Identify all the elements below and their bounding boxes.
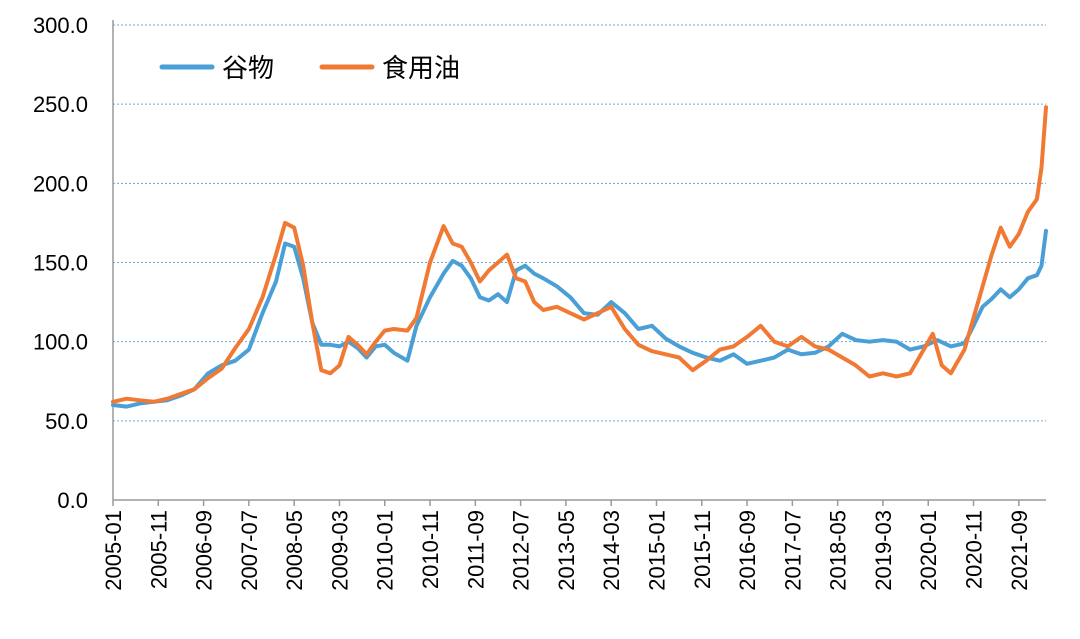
y-tick-label: 100.0 [33,330,88,355]
legend-label-grain: 谷物 [222,54,274,84]
x-tick-label: 2020-11 [962,510,987,589]
x-tick-label: 2015-01 [644,510,669,591]
axes [112,20,1046,506]
x-tick-label: 2006-09 [192,510,217,591]
x-tick-label: 2015-11 [690,510,715,589]
x-tick-label: 2013-05 [554,510,579,591]
x-tick-label: 2018-05 [826,510,851,591]
y-tick-label: 150.0 [33,251,88,276]
x-tick-label: 2017-07 [780,510,805,591]
x-tick-label: 2019-03 [871,510,896,591]
y-tick-label: 300.0 [33,13,88,38]
x-tick-labels: 2005-01 2005-11 2006-09 2007-07 2008-05 2009-… [101,510,1032,591]
x-tick-label: 2007-07 [237,510,262,591]
y-tick-label: 0.0 [57,488,88,513]
x-tick-label: 2005-01 [101,510,126,591]
x-tick-label: 2010-01 [373,510,398,591]
y-tick-labels: 0.0 50.0 100.0 150.0 200.0 250.0 300.0 [33,13,88,513]
x-tick-label: 2011-09 [463,510,488,589]
grain-line [111,228,1048,409]
x-tick-label: 2014-03 [599,510,624,591]
x-tick-label: 2020-01 [916,510,941,591]
y-tick-label: 50.0 [45,409,88,434]
x-tick-label: 2016-09 [735,510,760,591]
legend: 谷物 食用油 [159,54,460,84]
x-tick-label: 2021-09 [1007,510,1032,591]
x-tick-label: 2005-11 [146,510,171,589]
legend-label-edible-oil: 食用油 [382,54,460,84]
x-tick-label: 2010-11 [418,510,443,589]
y-tick-label: 250.0 [33,92,88,117]
edible-oil-line [111,105,1048,404]
x-tick-label: 2008-05 [282,510,307,591]
y-tick-label: 200.0 [33,171,88,196]
x-tick-label: 2009-03 [327,510,352,591]
gridlines [113,24,1046,422]
x-tick-label: 2012-07 [509,510,534,591]
series-lines [111,105,1048,409]
